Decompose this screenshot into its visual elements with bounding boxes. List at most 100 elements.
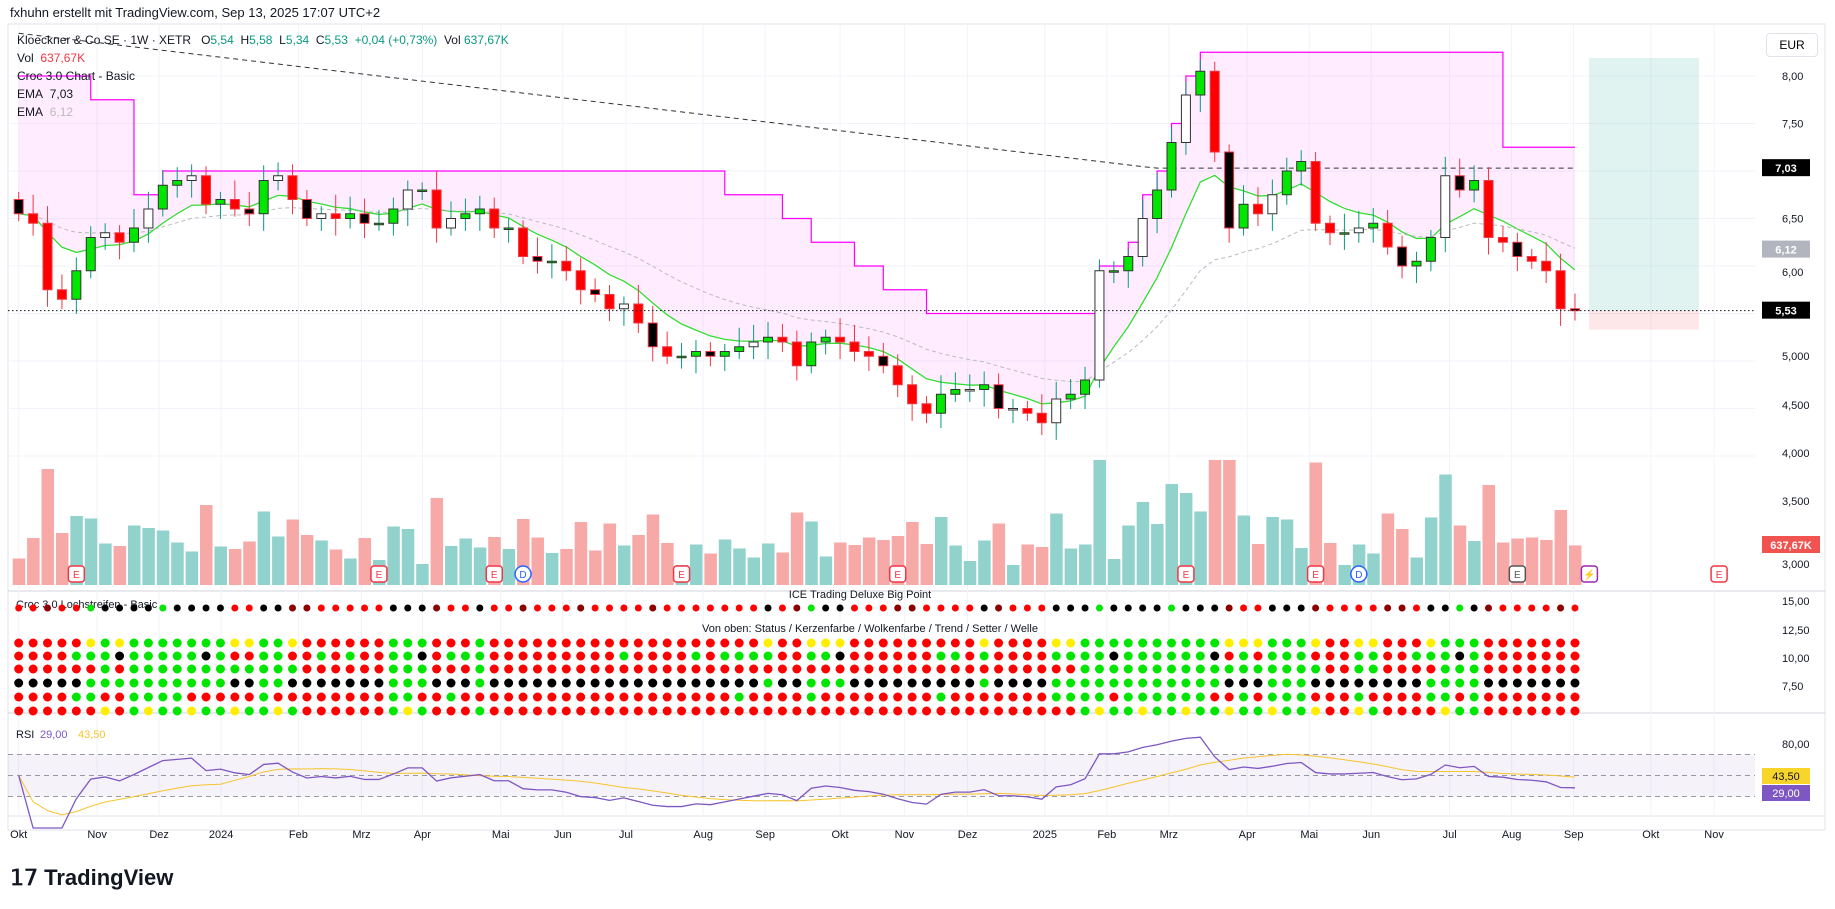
lochstreifen-row-dot [792, 692, 802, 702]
lochstreifen-row-dot [878, 706, 888, 716]
volume-bar [401, 529, 415, 585]
event-marker-D[interactable]: D [514, 565, 532, 583]
event-marker-D[interactable]: D [1350, 565, 1368, 583]
candle-body [1483, 180, 1494, 238]
time-axis-label: Sep [755, 829, 775, 841]
event-marker-E[interactable]: E [1508, 565, 1527, 583]
status-dot [950, 638, 960, 648]
candle-body [1137, 218, 1148, 257]
lochstreifen-row-dot [86, 651, 96, 661]
lochstreifen-row-dot [71, 678, 81, 688]
volume-bar [834, 542, 847, 585]
lochstreifen-row-dot [792, 678, 802, 688]
lochstreifen-dot [1312, 604, 1320, 612]
lochstreifen-row-dot [590, 664, 600, 674]
lochstreifen-row-dot [734, 692, 744, 702]
event-marker-E[interactable]: E [672, 565, 691, 583]
event-marker-E[interactable]: E [485, 565, 503, 583]
event-marker-E[interactable]: E [67, 565, 86, 583]
lochstreifen-row-dot [605, 664, 615, 674]
lochstreifen-dot [1283, 604, 1291, 612]
lochstreifen-row-dot [994, 692, 1004, 702]
lochstreifen-row-dot [1051, 706, 1061, 716]
lochstreifen-row-dot [532, 678, 542, 688]
volume-bar [1050, 513, 1063, 585]
lochstreifen-row-dot [705, 692, 715, 702]
lochstreifen-dot [58, 604, 66, 612]
status-dot [1267, 638, 1277, 648]
candle-body [446, 218, 456, 229]
lochstreifen-row-dot [1051, 664, 1061, 674]
candle [777, 323, 788, 352]
status-dot [806, 638, 816, 648]
candle [921, 396, 932, 424]
volume-bar [949, 545, 962, 585]
lochstreifen-row-dot [1325, 651, 1335, 661]
lochstreifen-row-dot [1066, 664, 1076, 674]
lochstreifen-row-dot [86, 706, 96, 716]
lochstreifen-dot [1052, 604, 1060, 612]
rsi-line [18, 736, 1575, 829]
volume-legend[interactable]: Vol 637,67K [17, 51, 85, 65]
lochstreifen-row-dot [1469, 664, 1479, 674]
event-marker-E[interactable]: E [888, 565, 907, 583]
candle [618, 296, 629, 326]
event-marker-⚡[interactable]: ⚡ [1580, 565, 1599, 583]
ema-legend-1[interactable]: EMA 7,03 [17, 87, 73, 101]
volume-bar [603, 523, 617, 585]
event-letter: ⚡ [1583, 568, 1595, 581]
lochstreifen-row-dot [605, 678, 615, 688]
volume-bar [502, 549, 516, 585]
lochstreifen-row-dot [619, 706, 629, 716]
status-dot [1296, 638, 1306, 648]
event-marker-E[interactable]: E [1710, 565, 1728, 583]
ema-legend-2[interactable]: EMA 6,12 [17, 105, 73, 119]
lochstreifen-row-dot [273, 706, 283, 716]
lochstreifen-row-dot [806, 664, 816, 674]
lochstreifen-dot [418, 604, 426, 612]
event-marker-E[interactable]: E [1177, 565, 1195, 583]
status-dot [605, 638, 615, 648]
lochstreifen-dot [1499, 604, 1507, 612]
candle [186, 164, 197, 198]
lochstreifen-row-dot [1397, 706, 1407, 716]
lochstreifen-dot [245, 604, 253, 612]
lochstreifen-row-dot [1325, 664, 1335, 674]
volume-bar [41, 469, 55, 585]
lochstreifen-row-dot [1022, 692, 1032, 702]
lochstreifen-row-dot [1195, 651, 1205, 661]
time-axis-label: Jun [1362, 829, 1380, 841]
lochstreifen-row-dot [532, 692, 542, 702]
lochstreifen-row-dot [979, 706, 989, 716]
volume-bar [200, 505, 213, 585]
candle [863, 336, 874, 371]
lochstreifen-row-dot [662, 651, 672, 661]
candle-body [705, 351, 716, 357]
lochstreifen-row-dot [1311, 706, 1321, 716]
volume-bar [762, 543, 775, 585]
candle [474, 195, 485, 231]
price-axis-label: 8,00 [1782, 71, 1803, 83]
event-marker-E[interactable]: E [370, 565, 388, 583]
lochstreifen-row-dot [460, 651, 470, 661]
lochstreifen-row-dot [979, 678, 989, 688]
lochstreifen-row-dot [388, 692, 398, 702]
indicator-legend[interactable]: Croc 3.0 Chart - Basic [17, 69, 136, 83]
volume-bar [113, 546, 127, 585]
lochstreifen-row-dot [1152, 706, 1162, 716]
time-axis-label: Okt [831, 829, 848, 841]
candle [1267, 179, 1278, 231]
currency-button[interactable]: EUR [1766, 33, 1818, 57]
symbol-name[interactable]: Kloeckner & Co SE · 1W · XETR [17, 33, 192, 47]
lochstreifen-row-dot [864, 664, 874, 674]
lochstreifen-row-dot [806, 678, 816, 688]
lochstreifen-row-dot [158, 692, 168, 702]
tradingview-logo[interactable]: 𝟣𝟩 TradingView [10, 865, 173, 891]
volume-axis-label: 5,000 [1782, 351, 1810, 363]
rsi-ma-badge: 43,50 [1772, 771, 1800, 783]
event-marker-E[interactable]: E [1306, 565, 1325, 583]
lochstreifen-row-dot [677, 664, 687, 674]
lochstreifen-row-dot [777, 664, 787, 674]
ema-short-badge: 6,12 [1775, 245, 1796, 257]
